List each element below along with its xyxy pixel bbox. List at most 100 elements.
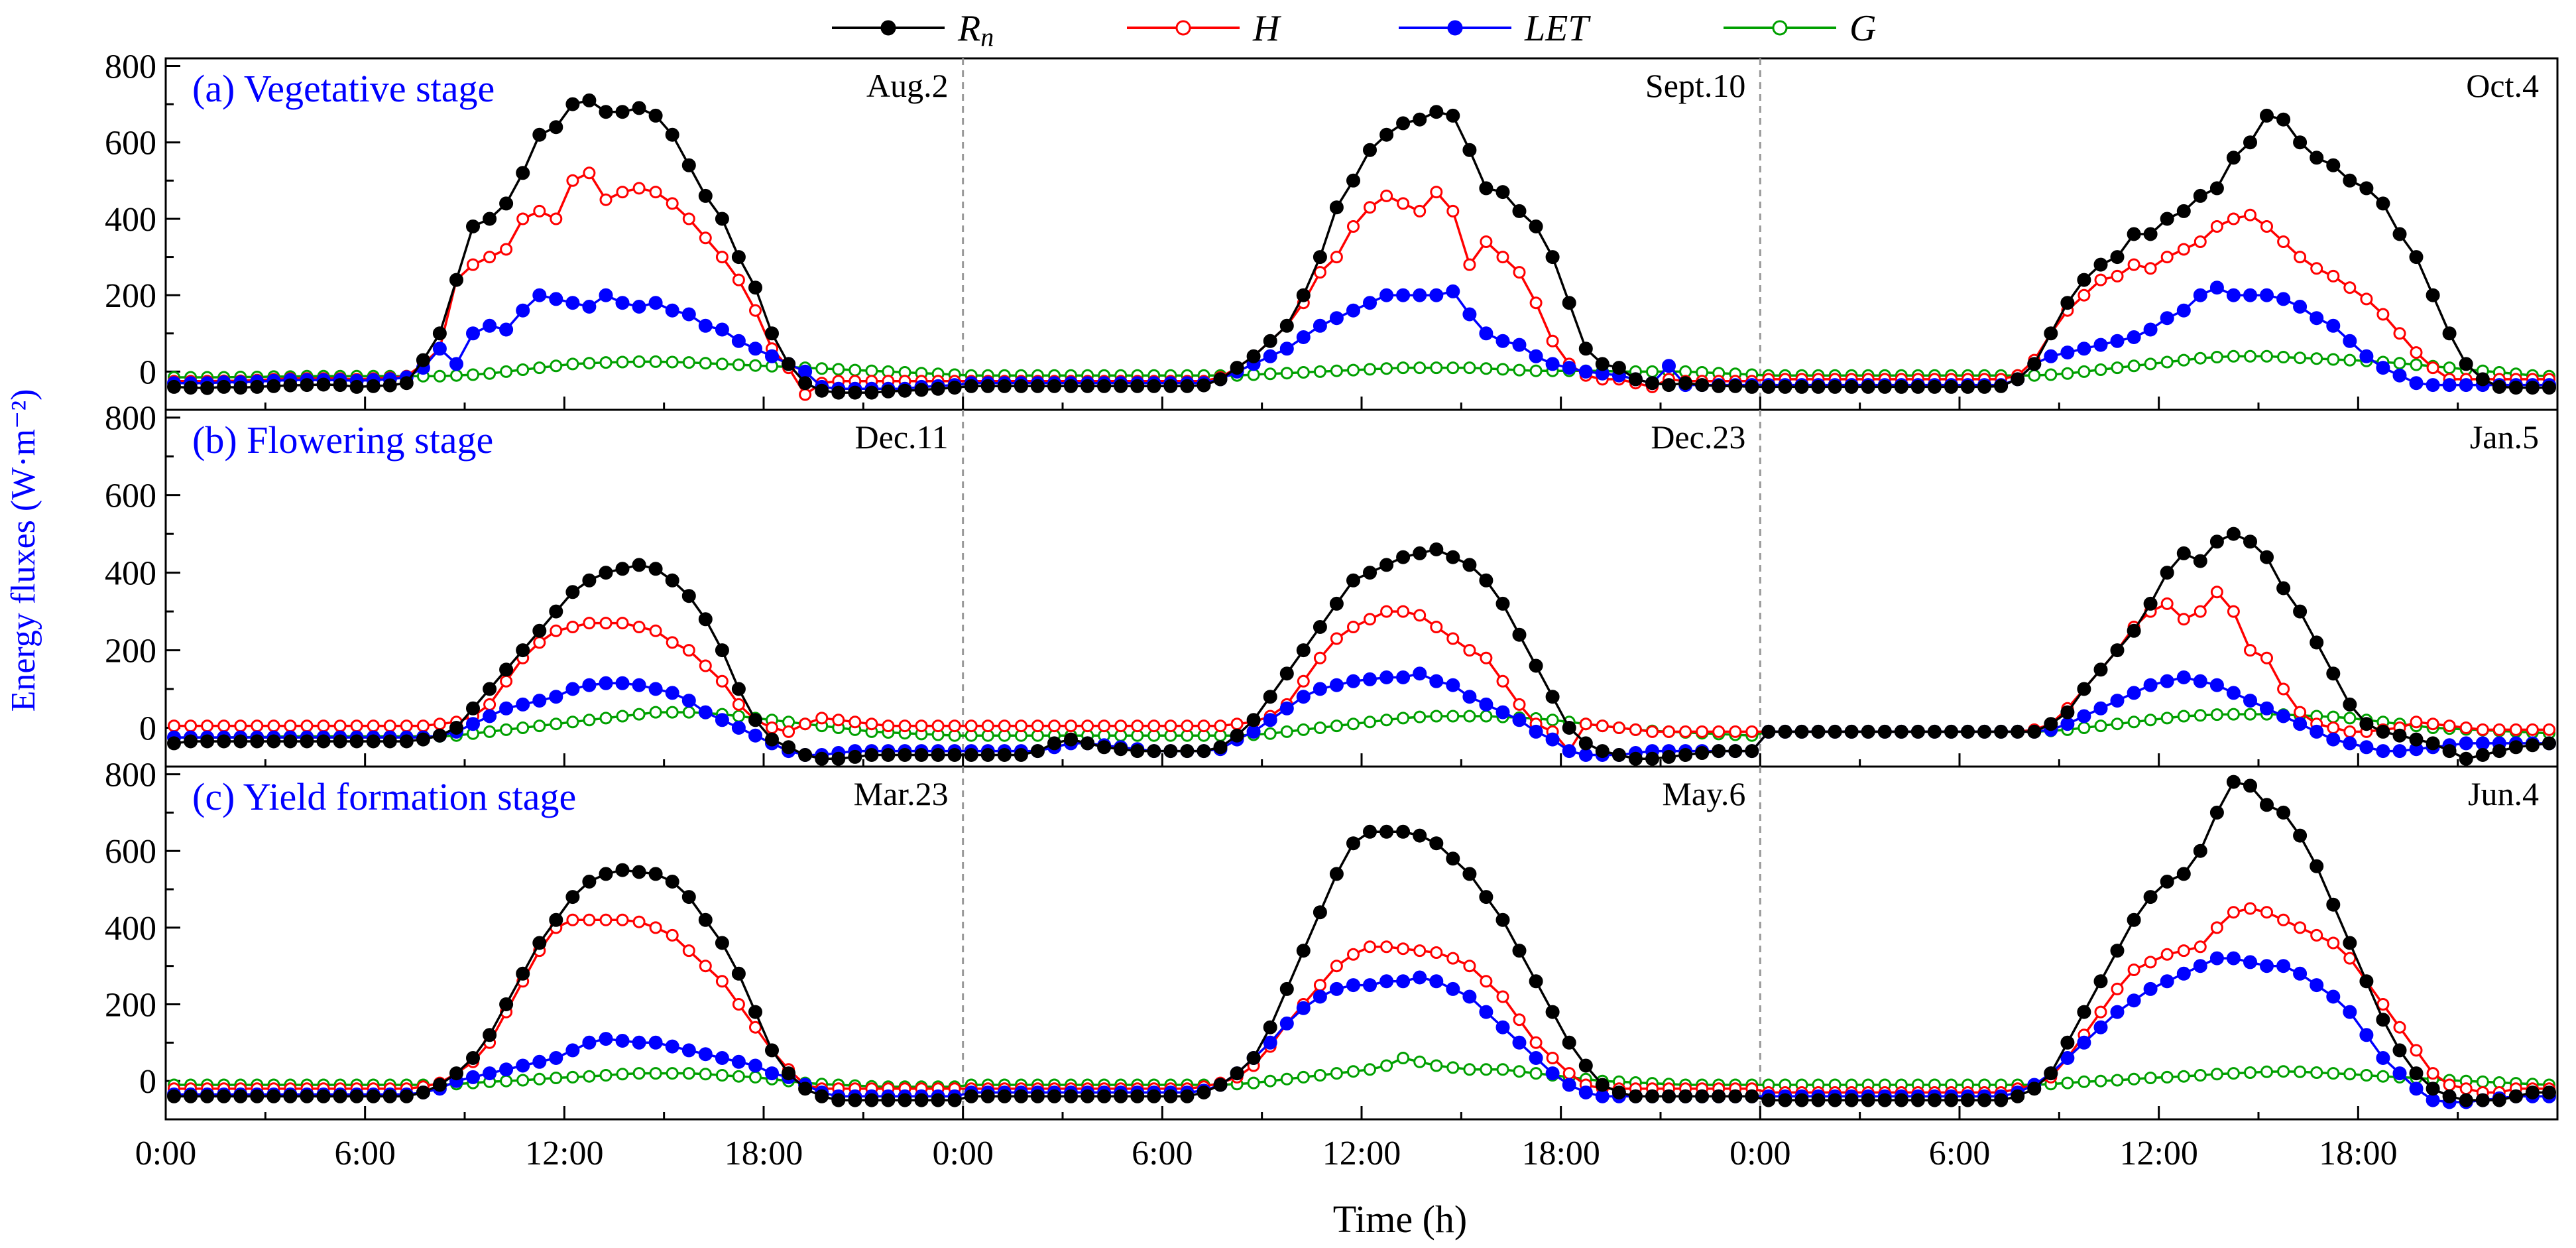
data-point	[2077, 1005, 2091, 1019]
data-point	[1778, 379, 1792, 394]
data-point	[566, 174, 579, 187]
data-point	[832, 714, 845, 727]
data-point	[2343, 1068, 2357, 1081]
data-point	[832, 363, 845, 376]
data-point	[1396, 974, 1411, 989]
data-point	[599, 193, 613, 206]
data-point	[1296, 944, 1311, 958]
data-point	[799, 718, 812, 731]
panel-title: (c) Yield formation stage	[192, 775, 576, 818]
data-point	[1246, 713, 1261, 727]
data-point	[483, 318, 497, 333]
data-point	[632, 101, 646, 115]
y-axis-label: Energy fluxes (W·m⁻²)	[5, 389, 42, 712]
data-point	[2226, 288, 2241, 302]
data-point	[2409, 250, 2424, 265]
data-point	[1546, 1052, 1559, 1064]
data-point	[931, 1093, 945, 1107]
data-point	[731, 721, 746, 735]
data-point	[615, 296, 630, 310]
data-point	[632, 708, 646, 721]
series-G	[168, 349, 2555, 384]
data-point	[550, 212, 563, 225]
day-label: Dec.23	[1651, 418, 1745, 456]
data-point	[2443, 361, 2456, 375]
data-point	[882, 719, 895, 733]
panels: 0 200 400 600 800 (a) Vegetative stage Aug.2 Se…	[105, 48, 2559, 1172]
data-point	[731, 334, 746, 348]
data-point	[399, 376, 414, 391]
data-point	[400, 719, 413, 733]
legend-entry-G: G	[1724, 8, 1876, 49]
data-point	[2293, 828, 2308, 843]
data-point	[2276, 709, 2291, 723]
data-point	[566, 1070, 579, 1084]
data-point	[283, 378, 298, 393]
data-point	[632, 1067, 646, 1080]
data-point	[2327, 353, 2340, 366]
data-point	[1263, 334, 1277, 348]
x-tick-label: 6:00	[334, 1135, 395, 1172]
data-point	[1529, 1051, 1543, 1065]
data-point	[516, 643, 530, 658]
data-point	[1695, 378, 1710, 393]
data-point	[2077, 682, 2091, 696]
data-point	[1396, 550, 1411, 564]
data-point	[500, 365, 513, 378]
data-point	[466, 717, 480, 731]
data-point	[2194, 709, 2207, 722]
data-point	[1712, 725, 1726, 738]
data-point	[1479, 326, 1493, 341]
data-point	[2176, 670, 2191, 684]
data-point	[1512, 627, 1527, 642]
data-point	[483, 1066, 497, 1081]
data-point	[532, 1054, 547, 1069]
data-point	[2077, 273, 2091, 287]
data-point	[1313, 651, 1326, 664]
data-point	[1695, 746, 1710, 760]
data-point	[815, 712, 829, 725]
data-point	[466, 701, 480, 716]
data-point	[849, 716, 862, 729]
y-tick-label: 800	[105, 48, 156, 86]
data-point	[184, 381, 198, 395]
data-point	[2094, 1074, 2107, 1088]
data-point	[2276, 292, 2291, 306]
data-point	[2160, 875, 2174, 889]
data-point	[1728, 744, 1743, 759]
data-point	[1828, 379, 1842, 394]
data-point	[599, 617, 613, 630]
data-point	[2508, 740, 2523, 755]
data-point	[2509, 723, 2522, 736]
data-point	[483, 367, 497, 380]
data-point	[333, 1089, 347, 1103]
data-point	[168, 719, 180, 733]
data-point	[2360, 292, 2373, 306]
data-point	[550, 359, 563, 373]
data-point	[1263, 727, 1277, 740]
data-point	[1397, 1052, 1410, 1064]
data-point	[533, 1072, 546, 1086]
data-point	[1197, 719, 1210, 733]
data-point	[516, 966, 530, 981]
data-point	[582, 300, 597, 314]
data-point	[715, 975, 729, 988]
data-point	[1480, 235, 1493, 248]
data-point	[699, 960, 712, 973]
data-point	[549, 120, 563, 135]
data-point	[2327, 721, 2340, 734]
data-point	[2359, 1028, 2374, 1042]
data-point	[2508, 1089, 2523, 1103]
data-point	[849, 363, 862, 377]
y-tick-label: 0	[139, 353, 156, 391]
series-G	[168, 1052, 2555, 1093]
data-point	[1047, 379, 1061, 393]
data-point	[798, 376, 813, 391]
data-point	[2326, 989, 2341, 1004]
data-point	[1579, 718, 1592, 731]
data-point	[565, 1043, 580, 1058]
data-point	[2094, 273, 2107, 286]
data-point	[2111, 361, 2124, 375]
data-point	[682, 212, 695, 225]
data-point	[2143, 981, 2158, 996]
